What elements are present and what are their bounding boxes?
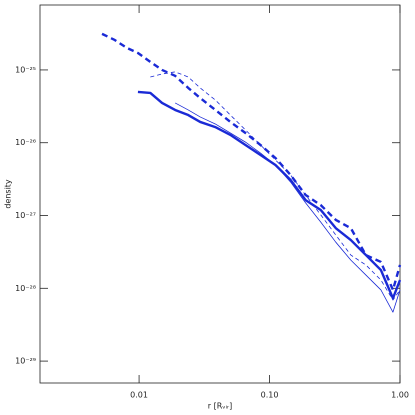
y-tick-label: 10⁻²⁷: [15, 211, 36, 220]
x-tick-label: 0.10: [261, 391, 279, 400]
plot-frame: [39, 4, 401, 384]
y-axis-label: density: [4, 179, 13, 209]
y-tick-label: 10⁻²⁸: [15, 284, 36, 293]
y-tick-label: 10⁻²⁹: [15, 357, 36, 366]
x-tick-label: 1.00: [391, 391, 409, 400]
data-line: [174, 102, 401, 313]
data-line: [150, 71, 401, 301]
data-line: [101, 32, 402, 292]
x-tick-label: 0.01: [130, 391, 148, 400]
y-tick-label: 10⁻²⁵: [15, 65, 36, 74]
y-tick-label: 10⁻²⁶: [15, 138, 36, 147]
data-line: [137, 90, 402, 300]
x-axis-label: r [Rᵥᵢᵣ]: [208, 402, 232, 411]
